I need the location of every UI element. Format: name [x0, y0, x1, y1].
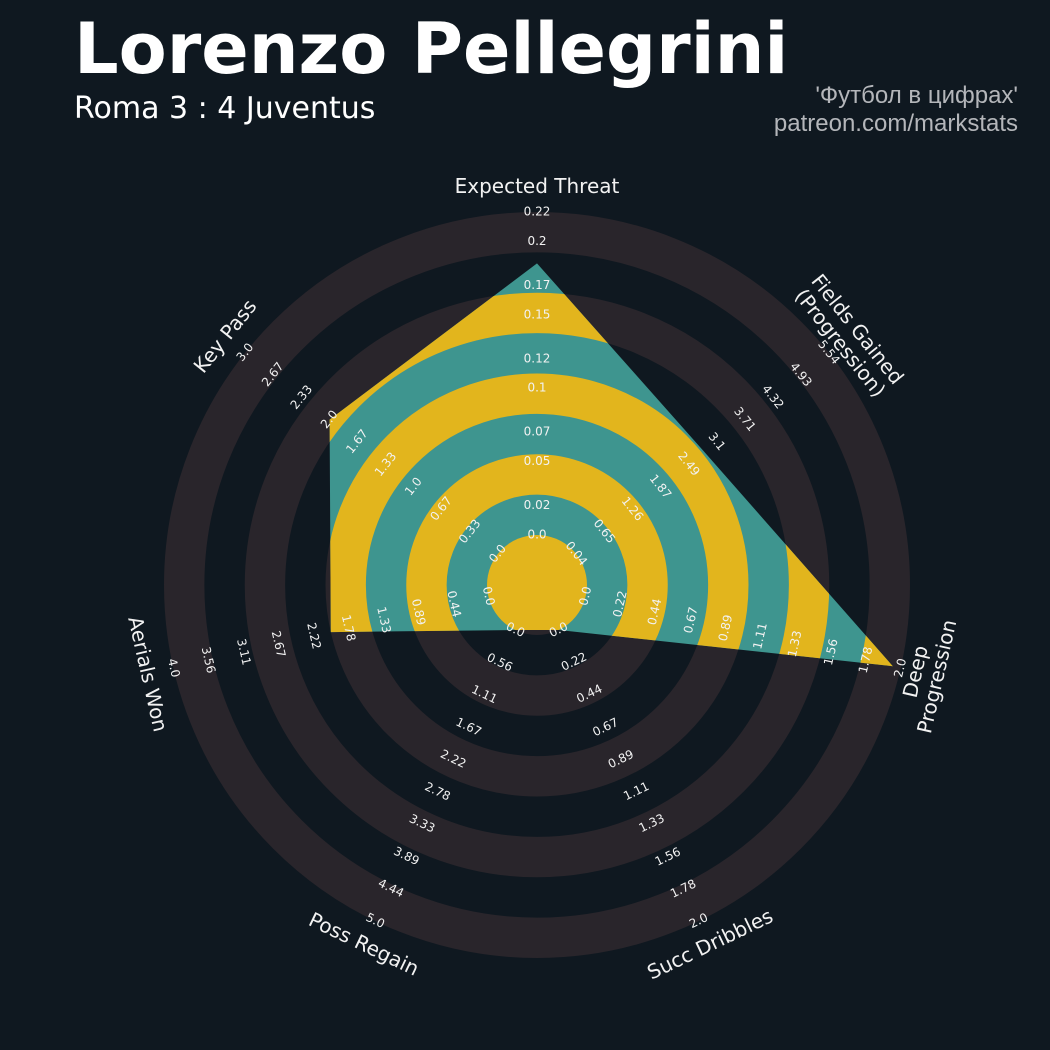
tick-label: 0.44: [444, 589, 464, 618]
chart-subtitle: Roma 3 : 4 Juventus: [74, 91, 376, 126]
tick-label: 0.89: [409, 597, 429, 626]
ring: [164, 212, 910, 958]
tick-label: 2.0: [891, 657, 909, 679]
tick-label: 1.33: [374, 605, 394, 634]
tick-label: 0.12: [524, 351, 551, 365]
chart-title: Lorenzo Pellegrini: [74, 8, 789, 90]
tick-label: 0.0: [527, 528, 546, 542]
ring-highlight: [329, 292, 830, 667]
ring-highlight: [406, 454, 668, 667]
tick-label: 1.11: [750, 621, 770, 650]
tick-label: 3.56: [199, 645, 219, 674]
radar-area: [329, 263, 893, 667]
credit-line: patreon.com/markstats: [773, 110, 1018, 137]
tick-label: 0.17: [524, 278, 551, 292]
tick-label: 0.02: [524, 498, 551, 512]
tick-label: 0.15: [524, 307, 551, 321]
tick-label: 0.1: [527, 381, 546, 395]
tick-label: 1.33: [785, 629, 805, 658]
tick-label: 0.22: [524, 205, 551, 219]
center-highlight: [487, 535, 587, 635]
tick-label: 0.2: [527, 234, 546, 248]
tick-label: 2.67: [269, 629, 289, 658]
tick-label: 0.05: [524, 454, 551, 468]
tick-label: 0.89: [716, 613, 736, 642]
credits: 'Футбол в цифрах' patreon.com/markstats: [774, 82, 1018, 138]
tick-label: 2.22: [304, 621, 324, 650]
param-label: Expected Threat: [454, 174, 620, 198]
tick-label: 0.44: [645, 597, 665, 626]
tick-label: 0.0: [480, 585, 498, 607]
tick-label: 4.0: [165, 657, 183, 679]
tick-label: 0.22: [610, 589, 630, 618]
tick-label: 0.07: [524, 425, 551, 439]
credit-line: 'Футбол в цифрах': [815, 82, 1018, 109]
tick-label: 1.78: [339, 613, 359, 642]
tick-label: 3.11: [234, 637, 254, 666]
tick-label: 0.67: [681, 606, 701, 635]
tick-label: 0.0: [576, 585, 594, 607]
tick-label: 1.78: [856, 645, 876, 674]
tick-label: 1.56: [821, 637, 841, 666]
ring-highlight: [329, 373, 749, 667]
